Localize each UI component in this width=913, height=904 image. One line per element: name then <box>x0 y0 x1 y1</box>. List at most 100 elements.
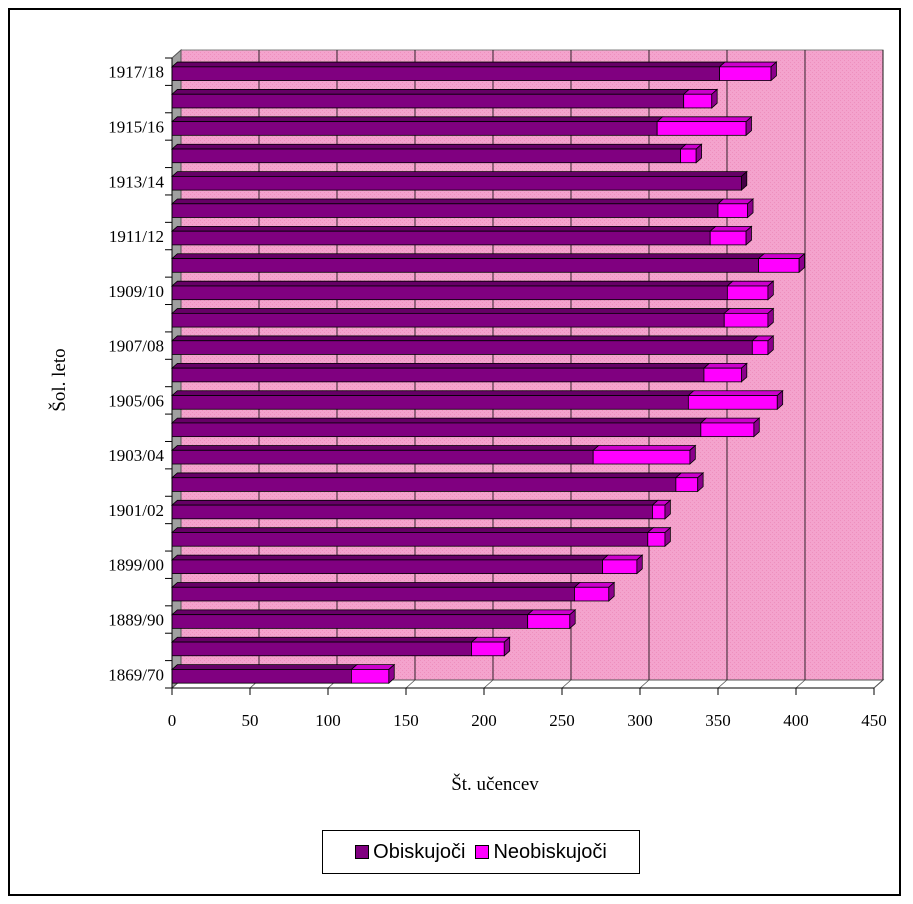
bar-obiskujoci-top <box>170 445 600 451</box>
bar-obiskujoci <box>171 449 594 465</box>
x-tick-label: 350 <box>705 711 731 730</box>
bar-neobiskujoci <box>680 148 697 164</box>
bar-neobiskujoci-top <box>702 362 748 369</box>
bar-neobiskujoci <box>723 312 769 328</box>
bar-end-face <box>711 88 718 109</box>
bar-obiskujoci <box>171 148 681 164</box>
bar-obiskujoci-top <box>170 664 358 670</box>
legend-swatch-obiskujoci <box>355 845 370 859</box>
y-tick-label: 1901/02 <box>108 501 164 520</box>
bar-neobiskujoci <box>471 641 505 657</box>
legend-item-neobiskujoci: Neobiskujoči <box>475 840 607 864</box>
bar-neobiskujoci-top <box>601 554 644 561</box>
bar-obiskujoci-top <box>170 472 683 479</box>
bar-obiskujoci <box>171 367 705 383</box>
bar-neobiskujoci <box>647 532 666 547</box>
bar-obiskujoci-top <box>170 308 731 314</box>
bar-obiskujoci-top <box>170 335 759 342</box>
bar-obiskujoci-top <box>170 417 708 424</box>
bar-end-face <box>767 307 774 328</box>
bar-neobiskujoci <box>656 121 747 136</box>
bar-neobiskujoci <box>709 230 747 246</box>
bar-end-face <box>767 280 774 301</box>
bar-neobiskujoci-top <box>687 390 784 396</box>
y-tick-label: 1917/18 <box>108 63 164 82</box>
bar-obiskujoci <box>171 285 728 301</box>
bar-obiskujoci-top <box>170 253 766 259</box>
bar-obiskujoci-top <box>170 582 581 588</box>
bar-obiskujoci-top <box>170 362 711 369</box>
bar-end-face <box>745 115 752 137</box>
bar-end-face <box>503 636 511 657</box>
bar-neobiskujoci-top <box>573 582 616 588</box>
floor-gridline <box>873 679 884 689</box>
bar-obiskujoci-top <box>170 499 659 506</box>
x-axis-title: Št. učencev <box>451 773 539 795</box>
bar-obiskujoci <box>171 395 689 410</box>
bar-neobiskujoci <box>751 340 769 355</box>
bar-obiskujoci <box>171 340 753 355</box>
bar-obiskujoci-top <box>170 171 748 177</box>
bar-obiskujoci <box>171 230 711 246</box>
bar-end-face <box>695 143 702 164</box>
bar-neobiskujoci <box>700 422 755 438</box>
bar-end-face <box>388 663 395 685</box>
legend-label-obiskujoci: Obiskujoči <box>373 840 466 863</box>
bar-obiskujoci <box>171 641 472 657</box>
bar-neobiskujoci <box>726 285 769 301</box>
legend-label-neobiskujoci: Neobiskujoči <box>493 840 607 863</box>
bar-end-face <box>664 526 671 548</box>
bar-obiskujoci-top <box>170 198 725 205</box>
bar-obiskujoci <box>171 586 575 602</box>
bar-neobiskujoci-top <box>470 636 511 643</box>
floor-gridline <box>639 679 650 689</box>
y-tick-label: 1907/08 <box>108 337 164 356</box>
floor-gridline <box>405 679 416 689</box>
bar-obiskujoci-top <box>170 116 664 123</box>
bar-neobiskujoci <box>602 559 638 574</box>
x-tick-label: 250 <box>549 711 575 730</box>
x-tick-label: 150 <box>393 711 419 730</box>
bar-neobiskujoci-top <box>699 417 761 424</box>
bar-neobiskujoci-top <box>709 225 753 232</box>
bar-obiskujoci <box>171 66 720 81</box>
bar-neobiskujoci <box>675 477 699 492</box>
bar-neobiskujoci <box>703 367 742 383</box>
bar-obiskujoci <box>171 422 702 438</box>
bar-obiskujoci-top <box>170 636 478 643</box>
bar-end-face <box>776 389 784 411</box>
bar-obiskujoci <box>171 312 725 328</box>
bar-obiskujoci <box>171 559 603 574</box>
y-tick-label: 1869/70 <box>108 665 164 684</box>
bar-obiskujoci <box>171 93 685 109</box>
bar-obiskujoci <box>171 669 352 684</box>
bar-obiskujoci <box>171 477 677 492</box>
x-tick-label: 0 <box>168 711 177 730</box>
y-tick-label: 1903/04 <box>108 446 164 465</box>
floor-gridline <box>795 679 806 689</box>
floor-gridline <box>483 679 494 689</box>
bar-end-face <box>741 362 748 383</box>
bar-obiskujoci <box>171 614 529 629</box>
x-tick-label: 100 <box>315 711 341 730</box>
floor-gridline <box>717 679 728 689</box>
bar-end-face <box>636 554 643 575</box>
bar-neobiskujoci <box>719 66 772 81</box>
bar-obiskujoci <box>171 504 653 520</box>
y-tick-label: 1899/00 <box>108 556 164 575</box>
bar-neobiskujoci <box>527 614 571 629</box>
bar-neobiskujoci <box>652 504 666 520</box>
bar-obiskujoci <box>171 176 742 191</box>
bar-end-face <box>745 225 752 246</box>
bar-neobiskujoci-top <box>723 308 775 314</box>
bar-end-face <box>697 472 704 493</box>
bar-neobiskujoci <box>574 586 610 602</box>
x-tick-label: 450 <box>861 711 887 730</box>
bar-neobiskujoci-top <box>350 664 396 670</box>
legend: Obiskujoči Neobiskujoči <box>322 830 640 874</box>
bar-end-face <box>770 61 777 82</box>
bar-end-face <box>608 581 615 602</box>
x-tick-label: 200 <box>471 711 497 730</box>
bar-obiskujoci-top <box>170 280 734 287</box>
